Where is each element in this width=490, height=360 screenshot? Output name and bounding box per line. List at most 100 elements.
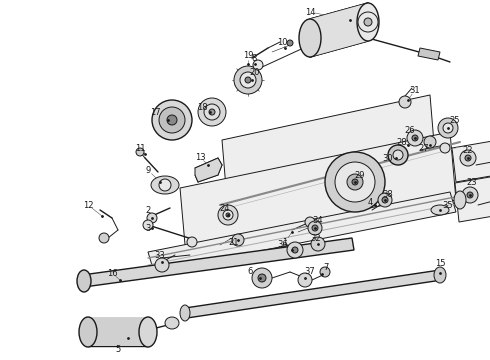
Polygon shape	[452, 138, 490, 182]
Ellipse shape	[454, 191, 466, 209]
Text: 24: 24	[220, 203, 230, 212]
Polygon shape	[82, 238, 354, 287]
Circle shape	[412, 135, 418, 141]
Circle shape	[99, 233, 109, 243]
Polygon shape	[418, 48, 440, 60]
Circle shape	[147, 213, 157, 223]
Text: 38: 38	[383, 189, 393, 198]
Text: 26: 26	[405, 126, 416, 135]
Polygon shape	[310, 3, 368, 57]
Circle shape	[155, 258, 169, 272]
Circle shape	[292, 247, 298, 253]
Circle shape	[159, 107, 185, 133]
Polygon shape	[455, 173, 490, 222]
Ellipse shape	[434, 267, 446, 283]
Text: 10: 10	[277, 37, 287, 46]
Text: 15: 15	[435, 258, 445, 267]
Text: 13: 13	[195, 153, 205, 162]
Circle shape	[209, 109, 215, 115]
Text: 30: 30	[383, 153, 393, 162]
Circle shape	[335, 162, 375, 202]
Text: 2: 2	[146, 206, 150, 215]
Circle shape	[407, 130, 423, 146]
Circle shape	[352, 179, 358, 185]
Circle shape	[467, 192, 473, 198]
Circle shape	[399, 96, 411, 108]
Circle shape	[440, 143, 450, 153]
Circle shape	[198, 98, 226, 126]
Text: 34: 34	[313, 216, 323, 225]
Circle shape	[240, 72, 256, 88]
Circle shape	[320, 267, 330, 277]
Text: 37: 37	[305, 267, 316, 276]
Circle shape	[287, 40, 293, 46]
Text: 11: 11	[135, 144, 145, 153]
Text: 31: 31	[410, 86, 420, 95]
Circle shape	[388, 145, 408, 165]
Circle shape	[223, 210, 233, 220]
Circle shape	[378, 193, 392, 207]
Text: 16: 16	[107, 269, 117, 278]
Text: 3: 3	[146, 224, 151, 233]
Text: 28: 28	[397, 138, 407, 147]
Text: 36: 36	[278, 239, 289, 248]
Text: 1: 1	[282, 238, 288, 247]
Text: 5: 5	[115, 346, 121, 355]
Text: 9: 9	[146, 166, 150, 175]
Circle shape	[245, 77, 251, 83]
Circle shape	[204, 104, 220, 120]
Circle shape	[465, 155, 471, 161]
Circle shape	[462, 187, 478, 203]
Polygon shape	[222, 95, 435, 200]
Ellipse shape	[151, 176, 179, 194]
Text: 22: 22	[463, 145, 473, 154]
Circle shape	[152, 100, 192, 140]
Circle shape	[347, 174, 363, 190]
Circle shape	[424, 136, 436, 148]
Polygon shape	[180, 132, 456, 256]
Polygon shape	[88, 318, 148, 346]
Text: 8: 8	[251, 54, 257, 63]
Ellipse shape	[299, 19, 321, 57]
Circle shape	[159, 179, 171, 191]
Circle shape	[308, 221, 322, 235]
Ellipse shape	[79, 317, 97, 347]
Ellipse shape	[357, 3, 379, 41]
Text: 21: 21	[229, 238, 239, 247]
Text: 25: 25	[450, 116, 460, 125]
Text: 27: 27	[418, 144, 429, 153]
Text: 17: 17	[149, 108, 160, 117]
Polygon shape	[185, 270, 442, 318]
Ellipse shape	[77, 270, 91, 292]
Circle shape	[287, 242, 303, 258]
Text: 6: 6	[247, 267, 253, 276]
Circle shape	[364, 18, 372, 26]
Circle shape	[253, 60, 263, 70]
Polygon shape	[195, 158, 222, 182]
Circle shape	[136, 148, 144, 156]
Circle shape	[305, 217, 315, 227]
Circle shape	[258, 274, 266, 282]
Circle shape	[393, 150, 403, 160]
Text: 33: 33	[155, 251, 166, 260]
Circle shape	[234, 66, 262, 94]
Circle shape	[226, 213, 230, 217]
Circle shape	[232, 234, 244, 246]
Ellipse shape	[431, 205, 449, 215]
Ellipse shape	[165, 317, 179, 329]
Circle shape	[218, 205, 238, 225]
Polygon shape	[148, 192, 456, 272]
Ellipse shape	[139, 317, 157, 347]
Circle shape	[298, 273, 312, 287]
Text: 23: 23	[466, 177, 477, 186]
Text: 14: 14	[305, 8, 315, 17]
Text: 35: 35	[442, 201, 453, 210]
Text: 4: 4	[368, 198, 372, 207]
Circle shape	[312, 225, 318, 231]
Text: 32: 32	[311, 234, 321, 243]
Circle shape	[167, 115, 177, 125]
Text: 29: 29	[355, 171, 365, 180]
Circle shape	[252, 268, 272, 288]
Ellipse shape	[180, 305, 190, 321]
Circle shape	[143, 220, 153, 230]
